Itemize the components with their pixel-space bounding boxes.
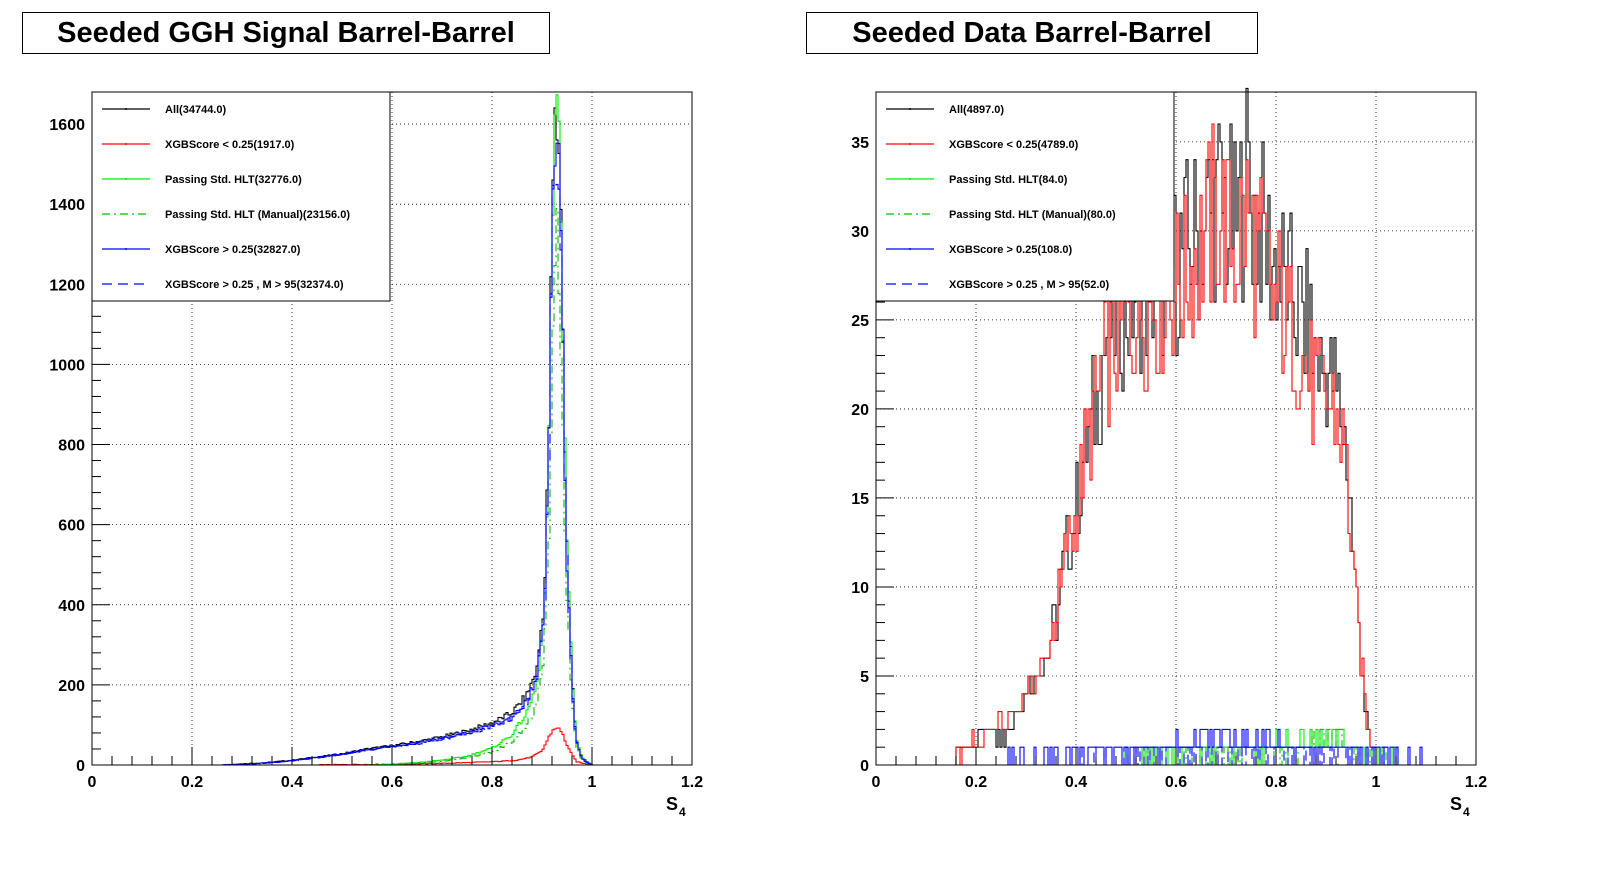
legend-label: XGBScore < 0.25(4789.0) bbox=[949, 139, 1079, 151]
legend-marker bbox=[909, 178, 911, 180]
x-tick-label: 1 bbox=[1372, 774, 1381, 791]
legend-box bbox=[91, 91, 391, 302]
y-tick-label: 1000 bbox=[49, 357, 85, 374]
y-tick-label: 0 bbox=[860, 758, 869, 775]
legend-label: XGBScore < 0.25(1917.0) bbox=[165, 139, 295, 151]
legend-label: XGBScore > 0.25 , M > 95(52.0) bbox=[949, 279, 1110, 291]
series-line-1 bbox=[876, 123, 1476, 766]
x-tick-label: 0 bbox=[872, 774, 881, 791]
y-tick-label: 1600 bbox=[49, 117, 85, 134]
legend-marker bbox=[125, 143, 127, 145]
x-tick-label: 0.6 bbox=[381, 774, 403, 791]
x-tick-label: 0.6 bbox=[1165, 774, 1187, 791]
legend-label: XGBScore > 0.25(108.0) bbox=[949, 244, 1073, 256]
y-tick-label: 35 bbox=[851, 135, 869, 152]
legend-label: Passing Std. HLT(84.0) bbox=[949, 174, 1068, 186]
y-tick-label: 25 bbox=[851, 313, 869, 330]
x-tick-label: 0.2 bbox=[181, 774, 203, 791]
y-tick-label: 200 bbox=[58, 678, 85, 695]
y-tick-label: 15 bbox=[851, 491, 869, 508]
chart-panel-left: 0 0.2 0.4 0.6 0.8 1 1.2 0 200 400 600 800 1000 1200 14… bbox=[49, 91, 703, 819]
x-tick-label: 0.2 bbox=[965, 774, 987, 791]
x-tick-label: 0.4 bbox=[1065, 774, 1087, 791]
x-tick-label: 0.8 bbox=[1265, 774, 1287, 791]
legend-label: All(4897.0) bbox=[949, 104, 1004, 116]
legend-label: All(34744.0) bbox=[165, 104, 226, 116]
x-axis-title: S bbox=[666, 794, 678, 814]
legend-label: XGBScore > 0.25 , M > 95(32374.0) bbox=[165, 279, 344, 291]
x-axis-title-subscript: 4 bbox=[679, 805, 686, 819]
y-tick-label: 600 bbox=[58, 518, 85, 535]
x-tick-label: 0 bbox=[88, 774, 97, 791]
series-line-3 bbox=[876, 728, 1476, 766]
x-tick-label: 1.2 bbox=[681, 774, 703, 791]
legend-label: XGBScore > 0.25(32827.0) bbox=[165, 244, 301, 256]
y-tick-label: 1200 bbox=[49, 277, 85, 294]
legend-label: Passing Std. HLT (Manual)(80.0) bbox=[949, 209, 1116, 221]
x-tick-label: 0.4 bbox=[281, 774, 303, 791]
legend-marker bbox=[909, 143, 911, 145]
chart-title-left: Seeded GGH Signal Barrel-Barrel bbox=[22, 12, 550, 54]
chart-panel-right: 0 0.2 0.4 0.6 0.8 1 1.2 0 5 10 15 20 25 30 35 S 4 All(489… bbox=[851, 87, 1487, 819]
y-tick-label: 0 bbox=[76, 758, 85, 775]
y-tick-label: 400 bbox=[58, 598, 85, 615]
x-tick-label: 1 bbox=[588, 774, 597, 791]
y-tick-label: 30 bbox=[851, 224, 869, 241]
legend-marker bbox=[909, 248, 911, 250]
legend-marker bbox=[125, 178, 127, 180]
x-tick-label: 1.2 bbox=[1465, 774, 1487, 791]
chart-title-right: Seeded Data Barrel-Barrel bbox=[806, 12, 1258, 54]
legend-label: Passing Std. HLT (Manual)(23156.0) bbox=[165, 209, 350, 221]
y-tick-label: 20 bbox=[851, 402, 869, 419]
legend-label: Passing Std. HLT(32776.0) bbox=[165, 174, 302, 186]
x-axis-title-subscript: 4 bbox=[1463, 805, 1470, 819]
legend-marker bbox=[909, 108, 911, 110]
y-tick-label: 5 bbox=[860, 669, 869, 686]
y-tick-label: 800 bbox=[58, 438, 85, 455]
y-tick-label: 10 bbox=[851, 580, 869, 597]
legend-box bbox=[875, 91, 1175, 302]
legend-marker bbox=[125, 108, 127, 110]
legend-marker bbox=[125, 248, 127, 250]
y-tick-label: 1400 bbox=[49, 197, 85, 214]
x-axis-title: S bbox=[1450, 794, 1462, 814]
x-tick-label: 0.8 bbox=[481, 774, 503, 791]
